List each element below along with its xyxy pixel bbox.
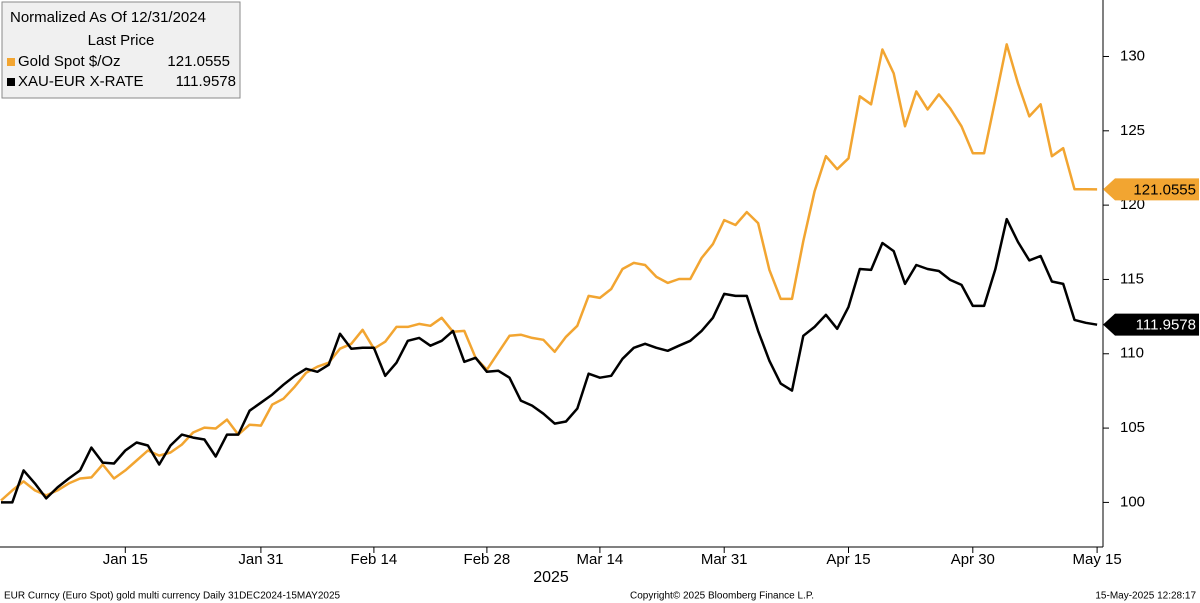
series-line	[1, 217, 1098, 504]
footer-right: 15-May-2025 12:28:17	[1095, 591, 1196, 602]
last-value-flag	[1103, 178, 1199, 201]
x-tick-label: Jan 15	[103, 551, 148, 568]
y-tick-label: 130	[1120, 47, 1145, 64]
last-value-label: 111.9578	[1136, 317, 1196, 334]
x-axis-label: 2025	[533, 569, 569, 586]
legend-label: Gold Spot $/Oz	[18, 53, 121, 70]
x-tick-label: Apr 30	[951, 551, 995, 568]
legend-swatch	[7, 58, 15, 66]
legend-title: Normalized As Of 12/31/2024	[10, 9, 206, 26]
x-tick-label: May 15	[1072, 551, 1121, 568]
x-tick-label: Jan 31	[238, 551, 283, 568]
legend-label: XAU-EUR X-RATE	[18, 73, 144, 90]
x-tick-label: Feb 28	[464, 551, 511, 568]
y-tick-label: 105	[1120, 419, 1145, 436]
last-value-label: 121.0555	[1133, 181, 1196, 198]
legend-value: 121.0555	[167, 53, 230, 70]
y-tick-label: 115	[1120, 270, 1144, 287]
footer-center: Copyright© 2025 Bloomberg Finance L.P.	[630, 591, 814, 602]
series-line	[0, 43, 1098, 502]
legend-subtitle: Last Price	[88, 32, 155, 49]
x-tick-label: Apr 15	[826, 551, 870, 568]
footer-left: EUR Curncy (Euro Spot) gold multi curren…	[4, 591, 341, 602]
last-value-flag	[1103, 313, 1199, 336]
x-tick-label: Mar 14	[577, 551, 624, 568]
x-tick-label: Mar 31	[701, 551, 748, 568]
legend-value: 111.9578	[176, 73, 236, 90]
legend-box	[1, 1, 241, 99]
x-tick-label: Feb 14	[351, 551, 398, 568]
y-tick-label: 100	[1120, 493, 1145, 510]
y-tick-label: 125	[1120, 122, 1145, 139]
y-tick-label: 110	[1120, 345, 1144, 362]
legend-swatch	[7, 78, 15, 86]
